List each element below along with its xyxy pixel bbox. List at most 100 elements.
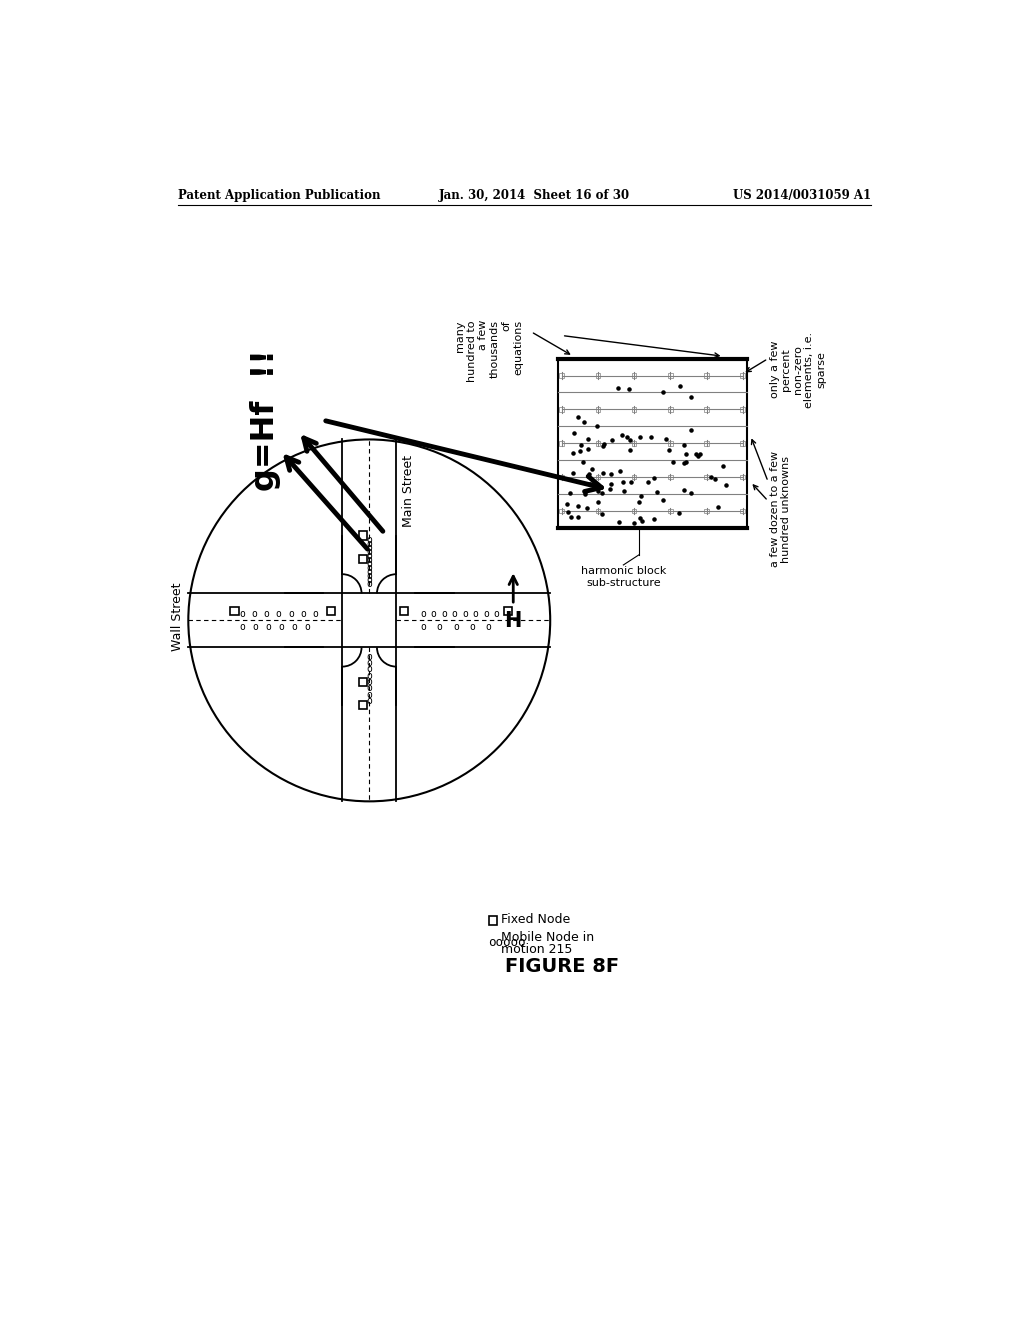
Point	[707, 469, 723, 490]
Bar	[705, 508, 709, 513]
Text: o: o	[240, 610, 245, 619]
Point	[569, 495, 586, 516]
Point	[702, 466, 719, 487]
Text: Jan. 30, 2014  Sheet 16 of 30: Jan. 30, 2014 Sheet 16 of 30	[438, 189, 630, 202]
Text: US 2014/0031059 A1: US 2014/0031059 A1	[733, 189, 871, 202]
Text: o: o	[469, 622, 475, 631]
Bar	[705, 407, 709, 412]
Text: Patent Application Publication: Patent Application Publication	[178, 189, 381, 202]
Point	[564, 442, 581, 463]
Bar	[596, 374, 600, 378]
Point	[565, 462, 582, 483]
Bar	[740, 508, 745, 513]
Bar	[705, 475, 709, 479]
Point	[642, 426, 658, 447]
Point	[611, 511, 628, 532]
Text: o: o	[367, 576, 372, 585]
Point	[560, 502, 577, 523]
Bar	[632, 374, 637, 378]
Text: o: o	[367, 572, 372, 581]
Point	[562, 483, 579, 504]
Point	[648, 482, 665, 503]
Text: motion 215: motion 215	[501, 944, 572, 957]
Point	[614, 425, 631, 446]
Bar	[668, 407, 673, 412]
Point	[687, 444, 703, 465]
Text: o: o	[367, 677, 372, 688]
Text: o: o	[441, 610, 447, 619]
Text: ooooo: ooooo	[488, 936, 526, 949]
Text: a few dozen to a few
hundred unknowns: a few dozen to a few hundred unknowns	[770, 451, 792, 568]
Point	[683, 483, 699, 504]
Text: harmonic block
sub-structure: harmonic block sub-structure	[581, 566, 666, 589]
Text: o: o	[367, 684, 372, 693]
Text: o: o	[240, 622, 245, 631]
Point	[565, 422, 582, 444]
Point	[604, 429, 621, 450]
Point	[678, 451, 694, 473]
Text: o: o	[312, 610, 318, 619]
Point	[603, 463, 620, 484]
Text: o: o	[367, 543, 372, 553]
Point	[577, 483, 593, 504]
Text: Fixed Node: Fixed Node	[501, 913, 570, 927]
Bar	[668, 441, 673, 446]
Point	[584, 459, 600, 480]
Text: o: o	[367, 579, 372, 589]
Point	[581, 428, 597, 449]
Bar	[740, 441, 745, 446]
Text: o: o	[420, 622, 426, 631]
Point	[590, 491, 606, 512]
Point	[623, 471, 639, 492]
Bar	[632, 475, 637, 479]
Text: o: o	[420, 610, 426, 619]
Bar	[705, 374, 709, 378]
Text: o: o	[367, 535, 372, 545]
Bar	[596, 441, 600, 446]
Point	[601, 478, 617, 499]
Text: o: o	[279, 622, 285, 631]
Point	[572, 434, 589, 455]
Bar	[705, 441, 709, 446]
Bar	[358, 701, 368, 709]
Text: o: o	[367, 539, 372, 549]
Text: o: o	[288, 610, 294, 619]
Text: o: o	[367, 562, 372, 573]
Text: o: o	[472, 610, 478, 619]
Bar	[668, 374, 673, 378]
Point	[672, 375, 688, 396]
Point	[660, 440, 677, 461]
Point	[579, 498, 595, 519]
Text: o: o	[367, 554, 372, 565]
Text: o: o	[275, 610, 282, 619]
Text: o: o	[263, 610, 269, 619]
Text: FIGURE 8F: FIGURE 8F	[505, 957, 618, 977]
Text: o: o	[367, 546, 372, 557]
Point	[623, 429, 639, 450]
Point	[580, 438, 596, 459]
Text: o: o	[452, 610, 458, 619]
Point	[634, 511, 650, 532]
Bar	[327, 607, 335, 615]
Point	[581, 463, 597, 484]
Bar	[632, 508, 637, 513]
Point	[563, 506, 580, 527]
Point	[678, 444, 694, 465]
Point	[640, 471, 656, 492]
Bar	[632, 441, 637, 446]
Point	[610, 378, 627, 399]
Point	[581, 466, 597, 487]
Point	[577, 412, 593, 433]
Text: o: o	[305, 622, 310, 631]
Point	[676, 434, 692, 455]
Point	[718, 475, 734, 496]
Point	[645, 508, 662, 529]
Bar	[559, 374, 564, 378]
Text: o: o	[367, 550, 372, 561]
Text: o: o	[367, 652, 372, 661]
Text: g=Hf  !!: g=Hf !!	[250, 350, 281, 491]
Bar	[632, 407, 637, 412]
Point	[596, 433, 612, 454]
Point	[621, 379, 637, 400]
Text: o: o	[367, 671, 372, 681]
